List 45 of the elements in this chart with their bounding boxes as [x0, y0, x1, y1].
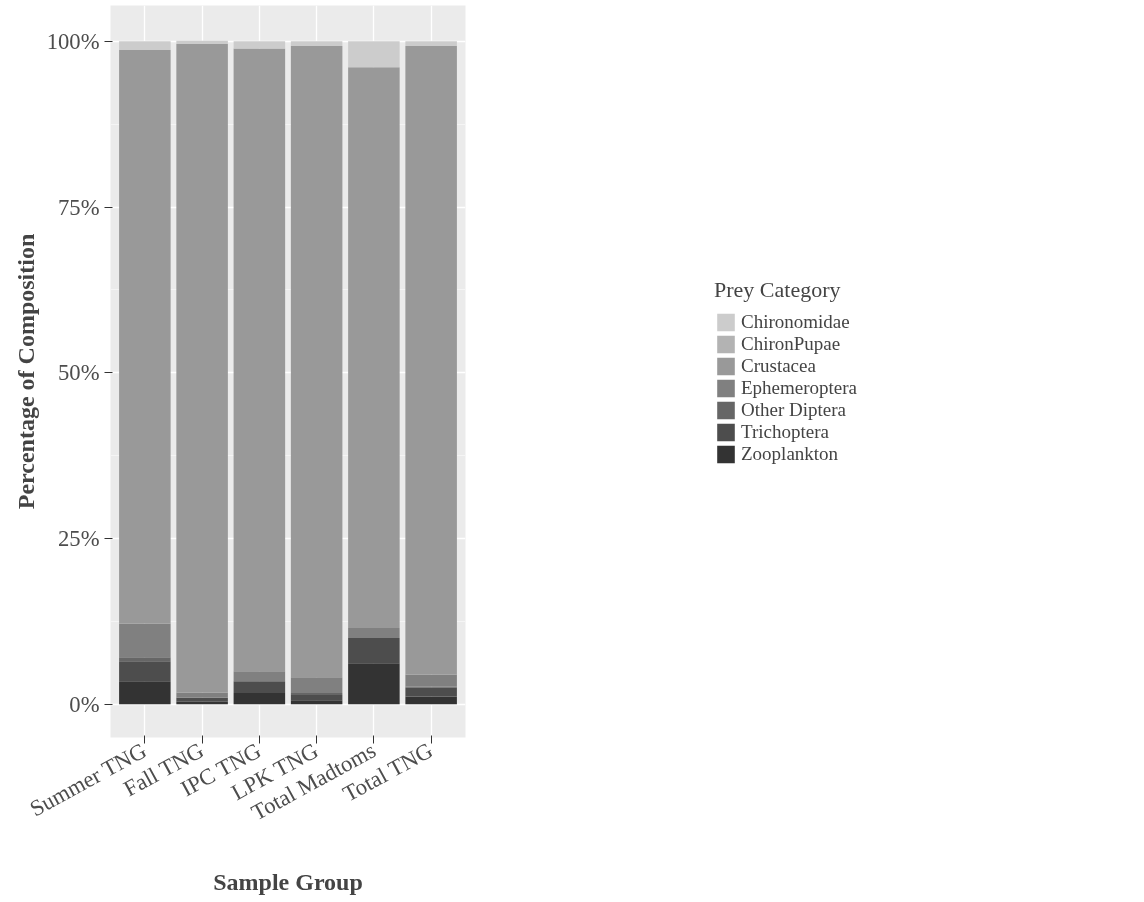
bar	[290, 41, 343, 46]
bar	[348, 638, 400, 664]
bar	[405, 696, 457, 705]
bar	[405, 41, 457, 46]
legend-label: ChironPupae	[741, 333, 842, 355]
bar	[176, 692, 228, 698]
bar	[290, 677, 343, 694]
y-axis-title: Percentage of Composition	[12, 233, 39, 510]
y-tick-label: 75%	[57, 194, 100, 220]
bar	[405, 45, 457, 675]
bar	[348, 67, 400, 629]
bar	[290, 695, 343, 701]
legend-label: Crustacea	[741, 355, 817, 377]
bar	[348, 663, 400, 705]
bar	[119, 49, 171, 624]
y-tick-label: 50%	[57, 360, 100, 386]
bar	[119, 657, 171, 662]
bar	[348, 41, 400, 68]
bar	[119, 623, 171, 658]
bar	[233, 48, 286, 672]
legend-title: Prey Category	[714, 277, 842, 303]
bar	[233, 671, 286, 682]
bar	[405, 674, 457, 687]
bar	[119, 681, 171, 705]
bar	[233, 681, 286, 694]
legend-label: Chironomidae	[741, 311, 851, 333]
bar	[119, 41, 171, 50]
bar	[290, 45, 343, 678]
bar	[176, 43, 228, 693]
x-axis-title: Sample Group	[213, 869, 363, 896]
bar	[176, 697, 228, 702]
legend-label: Other Diptera	[741, 399, 847, 421]
bar	[405, 687, 457, 697]
y-tick-label: 0%	[69, 691, 100, 717]
bar	[290, 700, 343, 705]
bar	[233, 41, 286, 49]
y-tick-label: 100%	[46, 28, 100, 54]
bar	[176, 40, 228, 44]
bar	[119, 661, 171, 682]
legend-label: Zooplankton	[741, 443, 840, 465]
legend-label: Ephemeroptera	[741, 377, 859, 399]
y-tick-label: 25%	[57, 526, 100, 552]
bar	[233, 693, 286, 705]
legend-label: Trichoptera	[741, 421, 830, 443]
bar	[348, 628, 400, 639]
